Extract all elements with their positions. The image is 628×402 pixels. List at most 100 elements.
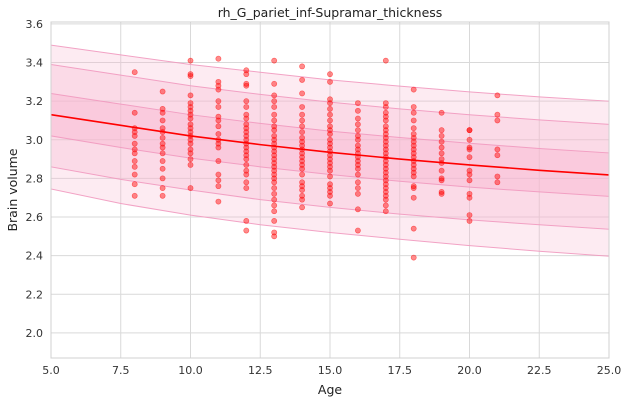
data-point [354,100,361,106]
data-point [382,196,389,203]
data-point [187,150,194,157]
data-point [327,71,333,78]
data-point [438,133,445,139]
data-point [494,117,501,124]
data-point [243,217,250,224]
x-tick-label: 15.0 [318,364,343,377]
data-point [271,208,278,215]
data-point [271,127,278,134]
x-tick-label: 12.5 [248,364,273,377]
data-point [410,109,417,116]
data-point [354,121,361,128]
data-point [243,71,250,78]
data-point [299,165,305,172]
data-point [466,154,473,161]
data-point [494,152,501,159]
data-point [327,100,333,106]
data-point [215,198,222,205]
data-point [466,171,473,178]
data-point [159,192,166,199]
data-point [271,98,278,105]
data-point [131,150,138,157]
data-point [215,98,222,105]
data-point [354,185,361,191]
data-point [187,156,194,162]
data-point [159,165,166,172]
data-point [299,123,305,130]
data-point [271,92,278,99]
data-point [382,117,389,124]
plot-frame [50,21,610,359]
data-point [354,115,361,122]
y-tick-label: 2.6 [26,211,44,224]
data-point [354,136,361,143]
data-point [438,167,445,174]
data-point [410,86,417,93]
data-point [299,63,305,70]
data-point [410,225,417,232]
data-point [271,179,278,186]
data-point [466,194,473,201]
data-point [438,150,445,157]
fit-line-layer [50,113,610,176]
data-point [271,233,278,240]
data-point [299,129,305,135]
data-point [187,57,194,64]
axes: 5.0 7.5 10.0 12.5 15.0 17.5 20.0 22.5 25.0 2.0 2.2… [26,18,622,377]
y-axis-title: Brain volume [5,148,20,231]
data-point [271,57,278,64]
data-point [215,171,222,178]
data-point [438,189,445,195]
data-point [466,136,473,143]
data-point [243,156,250,162]
data-point [299,117,305,124]
data-point [187,92,194,99]
data-point [382,57,389,64]
data-point [466,127,473,134]
data-point [215,104,222,110]
data-point [299,77,305,83]
data-point [271,104,278,110]
data-point [159,144,166,151]
data-point [215,117,222,124]
data-point [354,179,361,186]
x-tick-label: 20.0 [457,364,482,377]
y-tick-label: 3.0 [26,134,44,147]
data-point [466,177,473,184]
data-point [187,115,194,122]
data-point [299,90,305,97]
data-point [410,194,417,201]
data-point [271,117,278,124]
data-point [410,173,417,180]
chart-title: rh_G_pariet_inf-Supramar_thickness [218,5,443,20]
data-point [187,161,194,168]
data-point [159,158,166,164]
data-point [215,123,222,130]
data-point [243,185,250,191]
data-point [438,138,445,145]
data-point [215,183,222,190]
data-point [159,117,166,124]
data-point [494,92,501,99]
data-point [131,140,138,147]
data-point [354,127,361,134]
data-point [131,158,138,164]
data-point [243,171,250,178]
data-point [327,78,333,85]
data-point [410,125,417,132]
data-point [354,171,361,178]
x-tick-label: 5.0 [42,364,60,377]
y-tick-label: 2.0 [26,327,44,340]
data-point [159,175,166,182]
y-tick-label: 3.2 [26,95,44,108]
data-point [271,185,278,191]
data-point [410,104,417,110]
data-point [438,144,445,151]
data-point [243,227,250,234]
data-point [215,144,222,151]
data-point [131,69,138,76]
x-tick-label: 10.0 [178,364,203,377]
data-point [215,55,222,62]
y-tick-label: 3.6 [26,18,44,31]
